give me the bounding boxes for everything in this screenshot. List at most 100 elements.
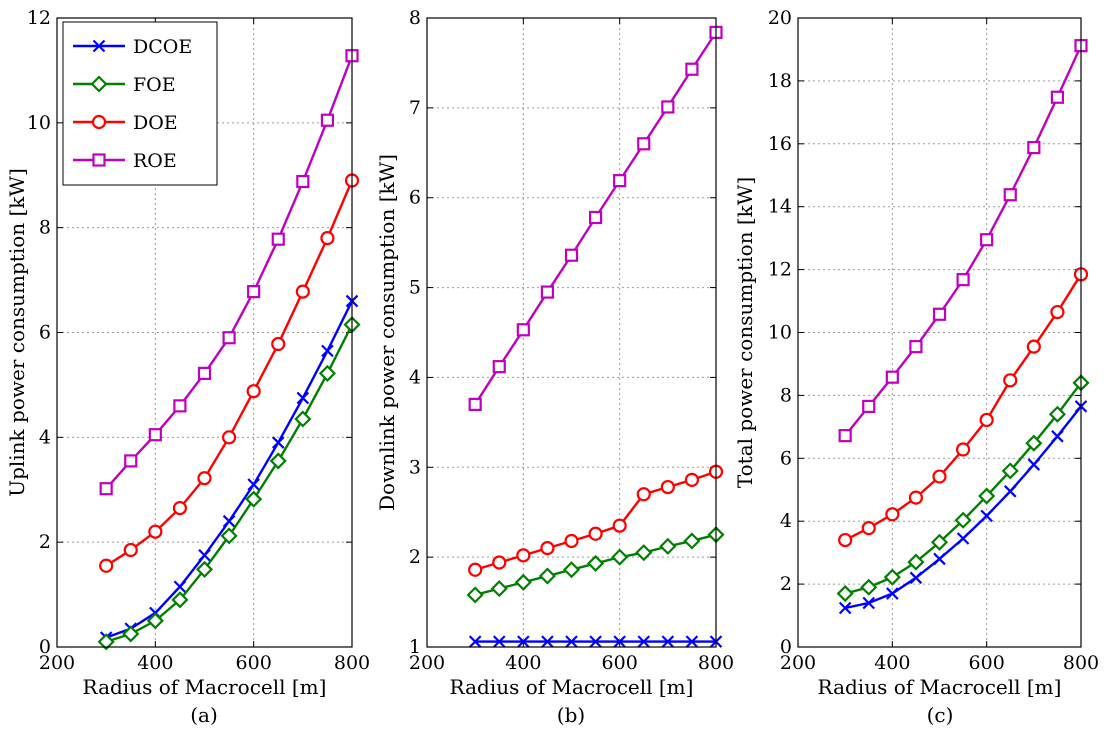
y-tick-label: 8: [409, 7, 421, 29]
data-point-dcoe: [247, 478, 260, 491]
y-tick-label: 2: [780, 573, 792, 595]
data-point-roe: [956, 273, 970, 287]
data-point-doe: [1003, 373, 1018, 388]
y-axis-label: Downlink power consumption [kW]: [375, 154, 399, 511]
data-point-dcoe: [492, 635, 506, 648]
series-doe: [468, 464, 724, 577]
data-point-foe: [318, 364, 336, 382]
y-tick-label: 4: [780, 510, 792, 532]
data-point-roe: [909, 340, 923, 354]
y-tick-label: 20: [768, 7, 792, 29]
data-point-doe: [197, 471, 212, 486]
legend-entry-doe: DOE: [73, 112, 178, 134]
data-point-dcoe: [661, 635, 675, 648]
legend-label: FOE: [133, 74, 176, 96]
legend-entry-foe: FOE: [73, 74, 176, 96]
y-tick-label: 5: [409, 277, 421, 299]
data-point-dcoe: [886, 587, 899, 600]
data-point-foe: [683, 532, 701, 550]
data-point-dcoe: [541, 635, 554, 648]
x-tick-label: 800: [1063, 652, 1099, 674]
data-point-roe: [320, 113, 335, 127]
legend-marker-square: [92, 153, 106, 167]
data-point-foe: [1025, 434, 1043, 452]
chart-panel-3: 200 400 600 800 0 2 4 6 8 10 12 14 16 18 20 Radius of M…: [733, 7, 1099, 727]
panel-caption: (a): [190, 703, 218, 727]
data-point-dcoe: [321, 344, 334, 358]
data-point-roe: [1003, 188, 1017, 202]
data-point-foe: [1001, 462, 1019, 480]
x-tick-label: 800: [334, 652, 370, 674]
data-point-roe: [1027, 140, 1041, 155]
y-tick-label: 12: [768, 259, 792, 281]
chart-panel-2: 200 400 600 800 1 2 3 4 5 6 7 8 Radius of Macrocell …: [375, 7, 734, 727]
x-tick-label: 200: [780, 652, 816, 674]
data-point-doe: [540, 541, 555, 556]
data-point-roe: [1050, 90, 1065, 104]
data-point-foe: [978, 487, 996, 505]
y-tick-label: 10: [768, 322, 792, 344]
data-point-foe: [587, 554, 605, 572]
data-point-doe: [271, 336, 286, 352]
data-point-dcoe: [271, 436, 285, 449]
data-point-roe: [222, 331, 236, 345]
y-tick-label: 6: [409, 187, 421, 209]
data-point-foe: [514, 573, 532, 591]
x-tick-label: 200: [39, 652, 75, 674]
data-point-roe: [148, 428, 162, 442]
data-point-doe: [221, 430, 237, 445]
legend-marker-diamond: [90, 75, 108, 93]
data-point-roe: [980, 233, 994, 247]
data-point-roe: [838, 429, 852, 443]
x-axis-label: Radius of Macrocell [m]: [450, 675, 694, 699]
data-point-doe: [660, 479, 675, 495]
data-point-dcoe: [685, 635, 699, 648]
series-roe: [838, 39, 1088, 443]
data-point-foe: [930, 533, 949, 551]
data-point-doe: [838, 532, 853, 548]
data-point-foe: [860, 578, 878, 596]
data-point-roe: [685, 62, 699, 76]
plot-frame: [426, 17, 717, 648]
data-point-foe: [538, 567, 556, 585]
data-point-foe: [269, 452, 287, 470]
data-point-doe: [1026, 339, 1041, 354]
legend: DCOE FOE DOE ROE: [62, 21, 218, 186]
data-point-dcoe: [173, 580, 187, 593]
data-point-doe: [588, 526, 603, 541]
y-tick-label: 0: [39, 636, 51, 658]
data-point-dcoe: [589, 635, 602, 648]
data-point-roe: [588, 210, 603, 225]
data-point-dcoe: [909, 571, 923, 585]
data-point-roe: [613, 174, 627, 188]
data-point-roe: [197, 366, 212, 380]
data-point-foe: [171, 591, 189, 609]
legend-entry-dcoe: DCOE: [73, 36, 192, 58]
x-tick-label: 600: [236, 652, 272, 674]
y-tick-label: 3: [409, 456, 421, 478]
data-point-dcoe: [517, 635, 530, 648]
y-tick-label: 6: [39, 322, 51, 344]
data-point-dcoe: [1003, 485, 1017, 498]
data-point-dcoe: [565, 635, 578, 648]
series-doe: [99, 173, 360, 573]
plot-frame: [56, 17, 353, 648]
plot-frame: [797, 17, 1082, 648]
data-point-foe: [294, 410, 312, 428]
data-point-doe: [148, 524, 163, 539]
series-foe: [836, 374, 1090, 603]
data-point-foe: [611, 548, 629, 566]
y-tick-label: 0: [780, 636, 792, 658]
y-tick-label: 8: [39, 217, 51, 239]
data-point-foe: [466, 586, 484, 604]
data-point-foe: [97, 633, 115, 651]
x-axis-label: Radius of Macrocell [m]: [818, 675, 1062, 699]
y-axis-label: Total power consumption [kW]: [733, 177, 757, 488]
data-point-roe: [247, 285, 261, 299]
data-point-doe: [320, 231, 335, 246]
x-axis-label: Radius of Macrocell [m]: [83, 675, 327, 699]
data-point-foe: [954, 511, 972, 529]
data-point-roe: [99, 482, 113, 496]
data-point-dcoe: [838, 601, 852, 615]
